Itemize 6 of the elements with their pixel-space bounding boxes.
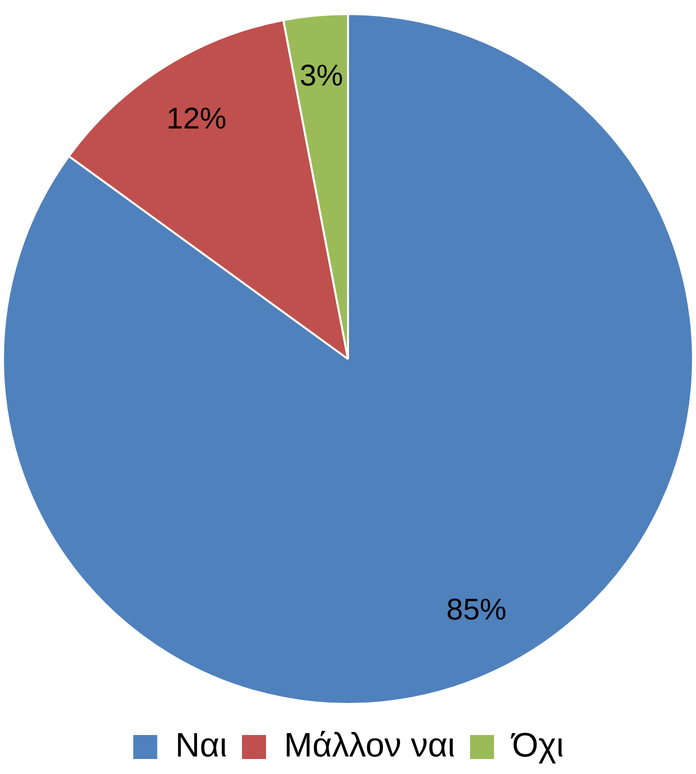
legend-label: Ναι (175, 726, 228, 764)
data-label: 12% (166, 102, 226, 136)
data-label: 3% (300, 60, 344, 93)
legend-label: Μάλλον ναι (284, 726, 456, 764)
legend-label: Όχι (510, 726, 564, 764)
data-label: 85% (446, 593, 506, 626)
